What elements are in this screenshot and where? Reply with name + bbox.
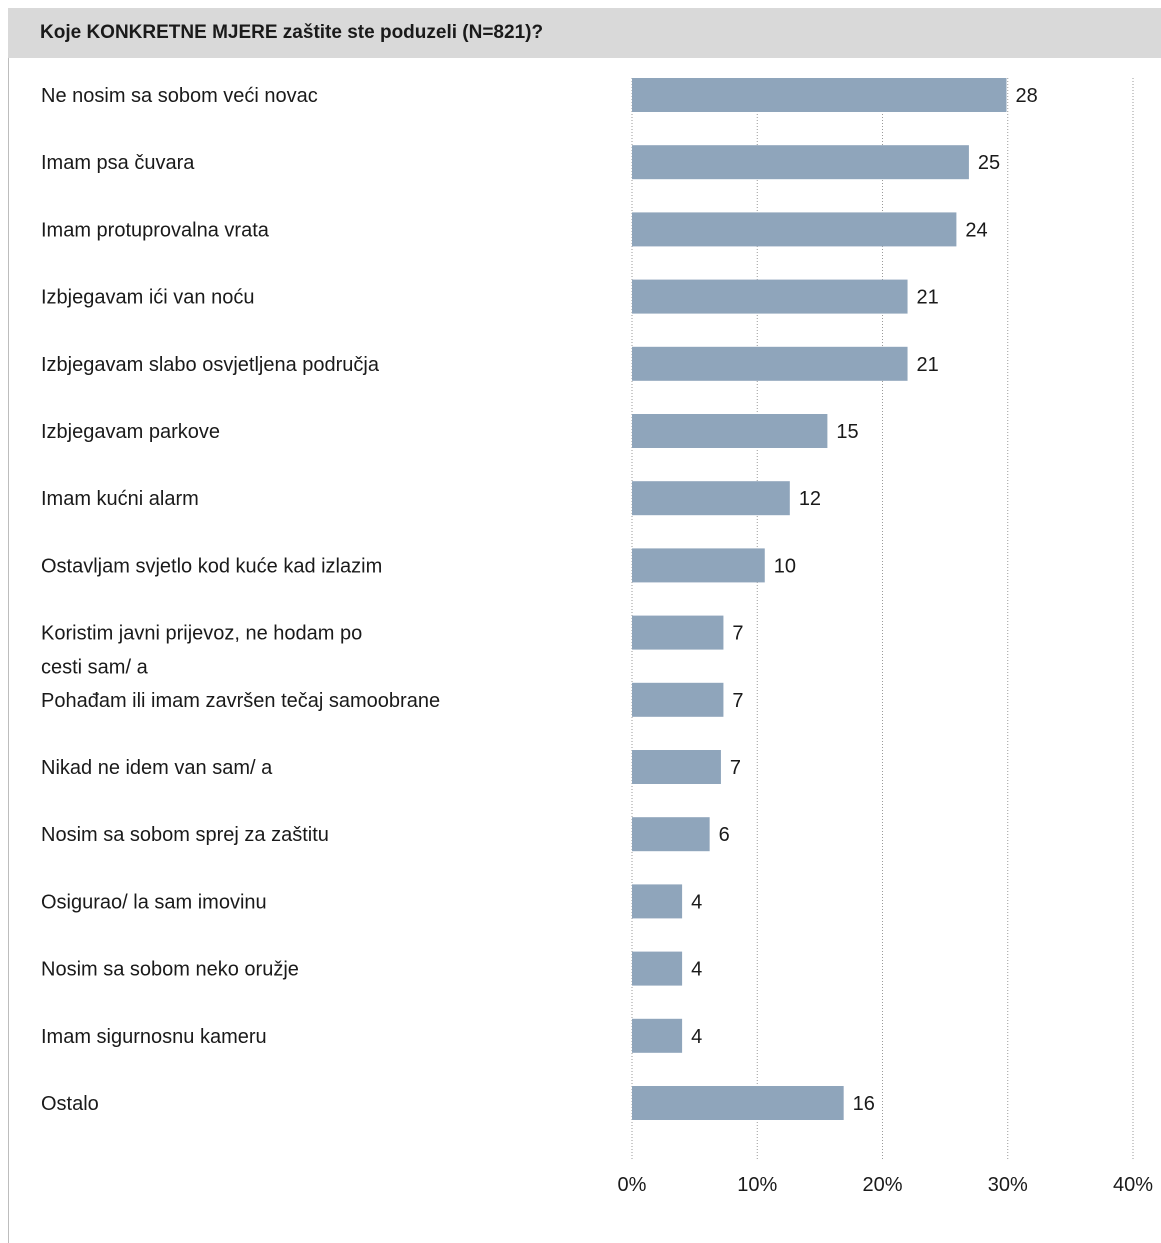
category-label: Ne nosim sa sobom veći novac bbox=[41, 85, 318, 107]
category-label: Izbjegavam ići van noću bbox=[41, 287, 254, 309]
category-label: Imam kućni alarm bbox=[41, 488, 199, 510]
category-label: Pohađam ili imam završen tečaj samoobran… bbox=[41, 690, 440, 712]
bar bbox=[632, 817, 710, 852]
value-label: 7 bbox=[732, 623, 743, 645]
category-label: Ostalo bbox=[41, 1093, 99, 1115]
bar bbox=[632, 414, 828, 448]
category-label: Ostavljam svjetlo kod kuće kad izlazim bbox=[41, 555, 382, 577]
bar bbox=[632, 951, 683, 986]
category-label: Imam psa čuvara bbox=[41, 152, 195, 174]
bar bbox=[632, 750, 721, 784]
bar bbox=[632, 145, 969, 180]
bar bbox=[632, 548, 765, 583]
bar bbox=[632, 1018, 683, 1053]
value-labels: 28 25 24 21 21 15 12 10 7 7 7 6 4 4 4 16 bbox=[691, 85, 1038, 1115]
value-label: 10 bbox=[774, 555, 796, 577]
category-label: Nosim sa sobom sprej za zaštitu bbox=[41, 824, 329, 846]
category-label: Nikad ne idem van sam/ a bbox=[41, 757, 273, 779]
value-label: 24 bbox=[965, 219, 987, 241]
x-tick-label: 40% bbox=[1113, 1174, 1153, 1196]
category-label: Imam protuprovalna vrata bbox=[41, 219, 270, 241]
chart-title: Koje KONKRETNE MJERE zaštite ste poduzel… bbox=[8, 8, 1161, 58]
value-label: 21 bbox=[917, 354, 939, 376]
bar bbox=[632, 884, 683, 919]
bar bbox=[632, 615, 724, 650]
bar bbox=[632, 1086, 844, 1120]
value-label: 21 bbox=[917, 287, 939, 309]
x-tick-label: 20% bbox=[862, 1174, 902, 1196]
value-label: 4 bbox=[691, 1026, 702, 1048]
bar bbox=[632, 78, 1007, 112]
chart-frame bbox=[8, 8, 1161, 1243]
value-label: 25 bbox=[978, 152, 1000, 174]
category-label: Osigurao/ la sam imovinu bbox=[41, 891, 267, 913]
category-label: Imam sigurnosnu kameru bbox=[41, 1026, 267, 1048]
category-label: Nosim sa sobom neko oružje bbox=[41, 959, 299, 981]
value-label: 6 bbox=[719, 824, 730, 846]
category-labels: Ne nosim sa sobom veći novac Imam psa čuv… bbox=[41, 85, 440, 1115]
x-axis-ticks: 0% 10% 20% 30% 40% bbox=[618, 1174, 1154, 1196]
value-label: 12 bbox=[799, 488, 821, 510]
value-label: 4 bbox=[691, 891, 702, 913]
x-tick-label: 10% bbox=[737, 1174, 777, 1196]
x-tick-label: 30% bbox=[988, 1174, 1028, 1196]
value-label: 4 bbox=[691, 959, 702, 981]
bar bbox=[632, 212, 957, 247]
category-label: Izbjegavam slabo osvjetljena područja bbox=[41, 354, 380, 376]
x-tick-label: 0% bbox=[618, 1174, 647, 1196]
value-label: 16 bbox=[853, 1093, 875, 1115]
value-label: 28 bbox=[1015, 85, 1037, 107]
bar bbox=[632, 346, 908, 381]
bars bbox=[632, 78, 1007, 1120]
bar bbox=[632, 682, 724, 717]
value-label: 7 bbox=[730, 757, 741, 779]
value-label: 15 bbox=[836, 421, 858, 443]
bar bbox=[632, 481, 790, 516]
category-label: Izbjegavam parkove bbox=[41, 421, 220, 443]
category-label: Koristim javni prijevoz, ne hodam po cest… bbox=[41, 623, 362, 679]
bar bbox=[632, 279, 908, 314]
value-label: 7 bbox=[732, 690, 743, 712]
